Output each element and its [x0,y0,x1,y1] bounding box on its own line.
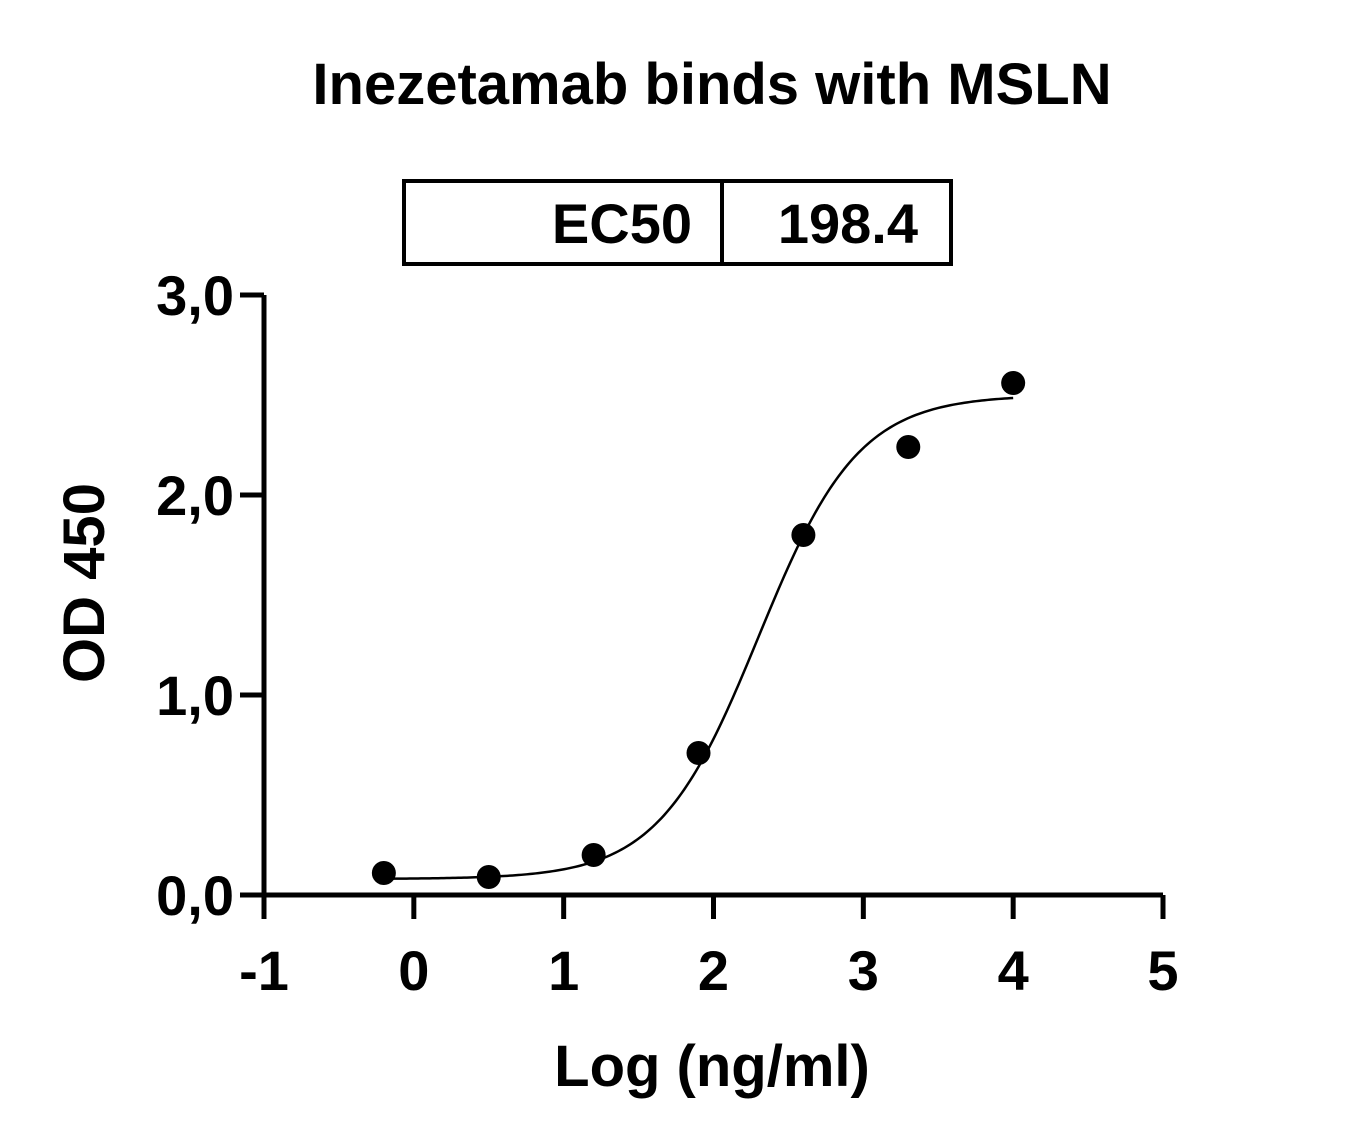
y-axis-label: OD 450 [52,483,117,683]
y-axis-ticks: 0,0 1,0 2,0 3,0 [156,264,264,927]
y-tick-label: 3,0 [156,264,234,327]
x-tick-label: 1 [548,939,579,1002]
ec50-label: EC50 [552,192,692,255]
chart-title: Inezetamab binds with MSLN [312,52,1111,117]
y-tick-label: 2,0 [156,464,234,527]
data-point [686,741,711,765]
x-tick-label: 0 [398,939,429,1002]
data-point [476,865,501,889]
data-point [581,843,606,867]
x-tick-label: -1 [239,939,289,1002]
data-points [371,371,1026,889]
ec50-value: 198.4 [778,192,918,255]
data-point [371,861,396,885]
x-tick-label: 2 [698,939,729,1002]
x-axis-label: Log (ng/ml) [554,1034,870,1099]
data-point [896,435,921,459]
ec50-box-frame [402,179,953,266]
data-point [1001,371,1026,395]
x-tick-label: 5 [1147,939,1178,1002]
x-axis-ticks: -1 0 1 2 3 4 5 [239,895,1179,1002]
x-tick-label: 4 [998,939,1029,1002]
y-tick-label: 1,0 [156,664,234,727]
y-tick-label: 0,0 [156,864,234,927]
ec50-box: EC50 198.4 [402,179,953,266]
x-tick-label: 3 [848,939,879,1002]
fit-curve [383,396,1014,880]
data-point [791,523,816,547]
